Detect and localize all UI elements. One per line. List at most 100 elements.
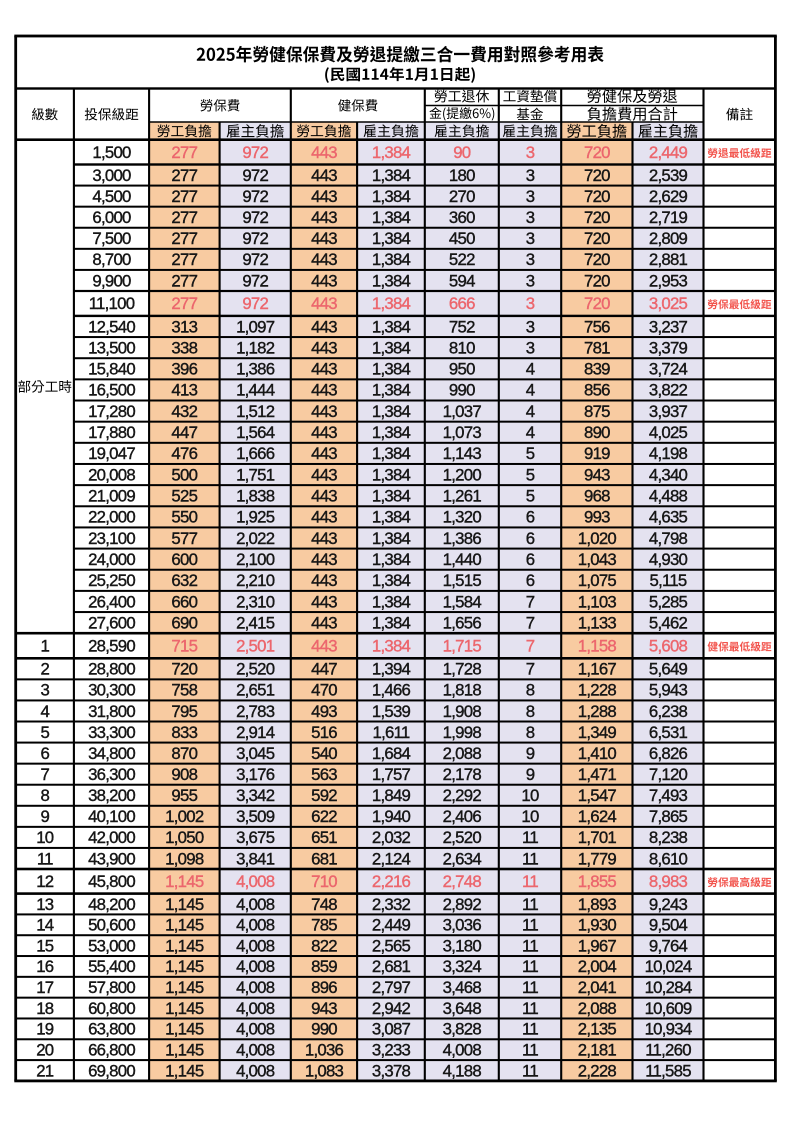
svg-text:3,025: 3,025 xyxy=(649,294,688,313)
svg-text:413: 413 xyxy=(171,381,197,400)
svg-text:5,115: 5,115 xyxy=(650,571,687,590)
svg-text:14: 14 xyxy=(36,916,54,935)
svg-text:10,609: 10,609 xyxy=(645,999,692,1018)
svg-text:2,797: 2,797 xyxy=(372,978,411,997)
svg-text:950: 950 xyxy=(449,360,475,379)
svg-text:443: 443 xyxy=(311,143,337,162)
svg-text:908: 908 xyxy=(171,765,197,784)
svg-text:3,087: 3,087 xyxy=(372,1020,411,1039)
svg-text:69,800: 69,800 xyxy=(88,1061,135,1080)
svg-text:19,047: 19,047 xyxy=(88,444,135,463)
svg-text:972: 972 xyxy=(242,271,268,290)
svg-text:11: 11 xyxy=(522,828,538,847)
svg-text:2,881: 2,881 xyxy=(649,250,688,269)
svg-text:447: 447 xyxy=(311,660,337,679)
svg-text:822: 822 xyxy=(311,936,337,955)
svg-text:21: 21 xyxy=(36,1061,54,1080)
svg-text:720: 720 xyxy=(584,271,610,290)
svg-text:432: 432 xyxy=(171,402,197,421)
svg-text:2,292: 2,292 xyxy=(443,786,482,805)
svg-text:7,865: 7,865 xyxy=(649,807,688,826)
svg-text:1,849: 1,849 xyxy=(372,786,411,805)
svg-text:1,320: 1,320 xyxy=(443,508,482,527)
svg-text:890: 890 xyxy=(584,423,610,442)
svg-text:3,724: 3,724 xyxy=(649,360,688,379)
svg-text:839: 839 xyxy=(584,360,610,379)
svg-text:870: 870 xyxy=(171,744,197,763)
svg-text:55,400: 55,400 xyxy=(88,957,135,976)
svg-text:6,826: 6,826 xyxy=(649,744,688,763)
svg-text:1,925: 1,925 xyxy=(236,508,275,527)
svg-text:4,008: 4,008 xyxy=(236,1061,275,1080)
svg-text:1,466: 1,466 xyxy=(372,681,411,700)
svg-text:3,176: 3,176 xyxy=(236,765,275,784)
svg-text:993: 993 xyxy=(584,508,610,527)
svg-text:396: 396 xyxy=(171,360,197,379)
svg-text:8: 8 xyxy=(526,681,535,700)
svg-text:785: 785 xyxy=(311,916,337,935)
svg-text:3: 3 xyxy=(41,681,50,700)
svg-text:4,340: 4,340 xyxy=(649,465,688,484)
svg-text:5,649: 5,649 xyxy=(649,660,688,679)
svg-text:4,008: 4,008 xyxy=(236,999,275,1018)
svg-text:1,384: 1,384 xyxy=(372,229,411,248)
svg-text:443: 443 xyxy=(311,465,337,484)
svg-text:1,384: 1,384 xyxy=(372,465,411,484)
svg-text:1,384: 1,384 xyxy=(372,271,411,290)
svg-text:1,349: 1,349 xyxy=(578,723,617,742)
svg-text:1,908: 1,908 xyxy=(443,702,482,721)
svg-text:2,406: 2,406 xyxy=(443,807,482,826)
svg-text:11: 11 xyxy=(522,978,538,997)
svg-text:1,145: 1,145 xyxy=(165,1041,204,1060)
svg-text:7: 7 xyxy=(526,660,535,679)
svg-text:3,822: 3,822 xyxy=(649,381,688,400)
svg-text:7: 7 xyxy=(41,765,50,784)
svg-text:1,624: 1,624 xyxy=(578,807,617,826)
svg-text:1,037: 1,037 xyxy=(443,402,482,421)
svg-text:720: 720 xyxy=(171,660,197,679)
svg-text:3: 3 xyxy=(526,250,535,269)
svg-text:443: 443 xyxy=(311,338,337,357)
svg-text:4: 4 xyxy=(526,423,535,442)
svg-text:5: 5 xyxy=(526,487,535,506)
svg-text:20: 20 xyxy=(36,1041,54,1060)
svg-text:4,930: 4,930 xyxy=(649,550,688,569)
svg-text:443: 443 xyxy=(311,487,337,506)
svg-text:443: 443 xyxy=(311,317,337,336)
svg-text:338: 338 xyxy=(171,338,197,357)
svg-text:4,635: 4,635 xyxy=(649,508,688,527)
svg-text:6: 6 xyxy=(526,550,535,569)
svg-text:6: 6 xyxy=(526,508,535,527)
svg-text:3,342: 3,342 xyxy=(236,786,275,805)
svg-text:6: 6 xyxy=(41,744,50,763)
svg-text:2,539: 2,539 xyxy=(649,166,688,185)
svg-text:1,384: 1,384 xyxy=(372,550,411,569)
svg-text:1,386: 1,386 xyxy=(443,529,482,548)
svg-text:8,983: 8,983 xyxy=(649,872,688,891)
svg-text:4,198: 4,198 xyxy=(649,444,688,463)
svg-text:28,590: 28,590 xyxy=(88,637,135,656)
svg-text:720: 720 xyxy=(584,143,610,162)
svg-text:17: 17 xyxy=(36,978,54,997)
svg-text:443: 443 xyxy=(311,571,337,590)
svg-text:1,133: 1,133 xyxy=(578,613,617,632)
svg-text:40,100: 40,100 xyxy=(88,807,135,826)
svg-text:5,608: 5,608 xyxy=(649,637,688,656)
svg-text:1,145: 1,145 xyxy=(165,872,204,891)
svg-text:33,300: 33,300 xyxy=(88,723,135,742)
svg-text:2,748: 2,748 xyxy=(443,872,482,891)
svg-text:11,260: 11,260 xyxy=(645,1041,691,1060)
svg-text:1: 1 xyxy=(41,637,50,656)
svg-text:20,008: 20,008 xyxy=(88,465,135,484)
svg-text:2,100: 2,100 xyxy=(236,550,275,569)
svg-text:1,384: 1,384 xyxy=(372,294,411,313)
svg-text:443: 443 xyxy=(311,508,337,527)
svg-text:277: 277 xyxy=(171,250,197,269)
svg-text:660: 660 xyxy=(171,592,197,611)
svg-text:3: 3 xyxy=(526,271,535,290)
svg-text:11: 11 xyxy=(522,957,538,976)
svg-text:2: 2 xyxy=(41,660,50,679)
svg-text:577: 577 xyxy=(171,529,197,548)
svg-text:3,237: 3,237 xyxy=(649,317,688,336)
svg-text:2,310: 2,310 xyxy=(236,592,275,611)
